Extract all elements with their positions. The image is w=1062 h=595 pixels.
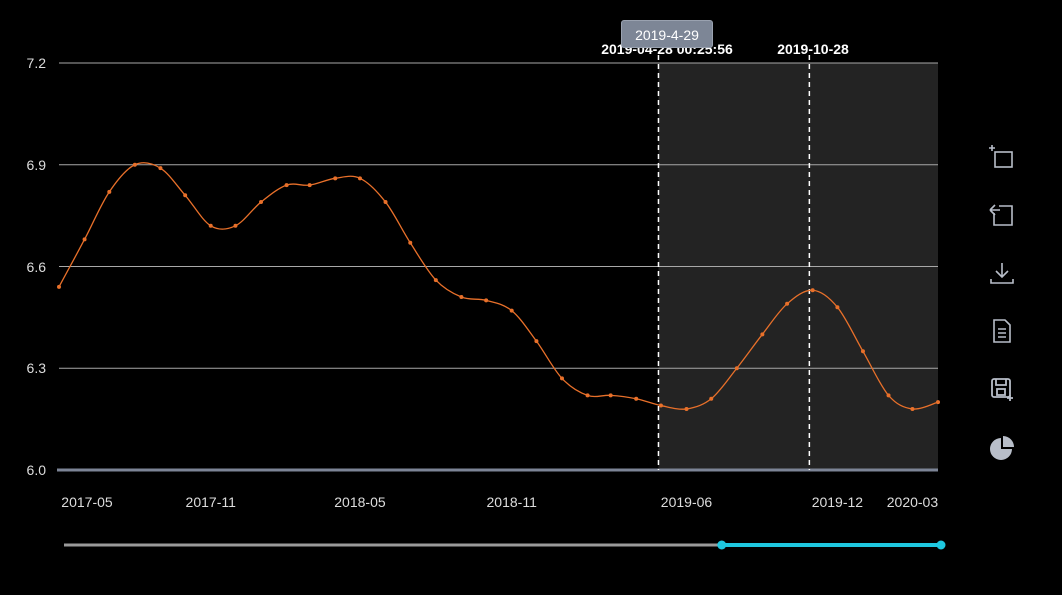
datazoom-handle-start[interactable] <box>717 540 727 550</box>
data-point[interactable] <box>810 288 815 293</box>
data-view-icon[interactable] <box>985 314 1019 348</box>
x-tick-label: 2018-11 <box>486 494 537 510</box>
data-point[interactable] <box>634 396 639 401</box>
y-tick-label: 6.6 <box>26 258 46 275</box>
data-point[interactable] <box>57 284 61 289</box>
download-icon[interactable] <box>985 256 1019 290</box>
data-point[interactable] <box>383 200 388 205</box>
data-point[interactable] <box>357 176 362 181</box>
data-point[interactable] <box>734 366 739 371</box>
data-point[interactable] <box>107 189 112 194</box>
data-point[interactable] <box>559 376 564 381</box>
data-point[interactable] <box>459 295 464 300</box>
data-point[interactable] <box>208 223 213 228</box>
data-point[interactable] <box>709 396 714 401</box>
data-point[interactable] <box>233 223 238 228</box>
data-point[interactable] <box>158 166 163 171</box>
data-point[interactable] <box>183 193 188 198</box>
data-point[interactable] <box>886 393 891 398</box>
y-tick-label: 7.2 <box>26 55 46 71</box>
data-point[interactable] <box>936 400 940 405</box>
y-tick-label: 6.9 <box>26 156 46 173</box>
data-point[interactable] <box>534 339 539 344</box>
data-point[interactable] <box>509 308 514 313</box>
data-point[interactable] <box>910 406 915 411</box>
data-point[interactable] <box>333 176 338 181</box>
datazoom-handle-end[interactable] <box>936 540 946 550</box>
data-point[interactable] <box>307 183 312 188</box>
data-point[interactable] <box>284 183 289 188</box>
data-point[interactable] <box>82 237 87 242</box>
data-point[interactable] <box>585 393 590 398</box>
axis-tooltip: 2019-4-29 <box>621 20 713 48</box>
data-point[interactable] <box>835 305 840 310</box>
save-image-icon[interactable] <box>985 372 1019 406</box>
zoom-icon[interactable] <box>985 140 1019 174</box>
x-tick-label: 2017-11 <box>185 494 236 510</box>
x-tick-label: 2019-06 <box>660 494 713 510</box>
data-point[interactable] <box>860 349 865 354</box>
data-point[interactable] <box>408 240 413 245</box>
x-tick-label: 2018-05 <box>334 494 386 510</box>
series-line <box>58 162 939 410</box>
y-tick-label: 6.0 <box>26 462 46 478</box>
data-point[interactable] <box>132 162 137 167</box>
mark-line-end-label: 2019-10-28 <box>777 41 849 57</box>
data-point[interactable] <box>760 332 765 337</box>
zoom-reset-icon[interactable] <box>985 198 1019 232</box>
toolbox <box>985 140 1019 488</box>
data-point[interactable] <box>433 278 438 283</box>
data-point[interactable] <box>658 403 663 408</box>
x-tick-label: 2019-12 <box>811 494 864 510</box>
data-point[interactable] <box>608 393 613 398</box>
data-point[interactable] <box>259 200 264 205</box>
x-tick-label: 2020-03 <box>886 494 939 510</box>
data-point[interactable] <box>785 301 790 306</box>
data-point[interactable] <box>484 298 489 303</box>
x-tick-label: 2017-05 <box>61 494 113 510</box>
data-point[interactable] <box>684 406 689 411</box>
y-tick-label: 6.3 <box>26 360 46 377</box>
pie-chart-icon[interactable] <box>985 430 1019 464</box>
